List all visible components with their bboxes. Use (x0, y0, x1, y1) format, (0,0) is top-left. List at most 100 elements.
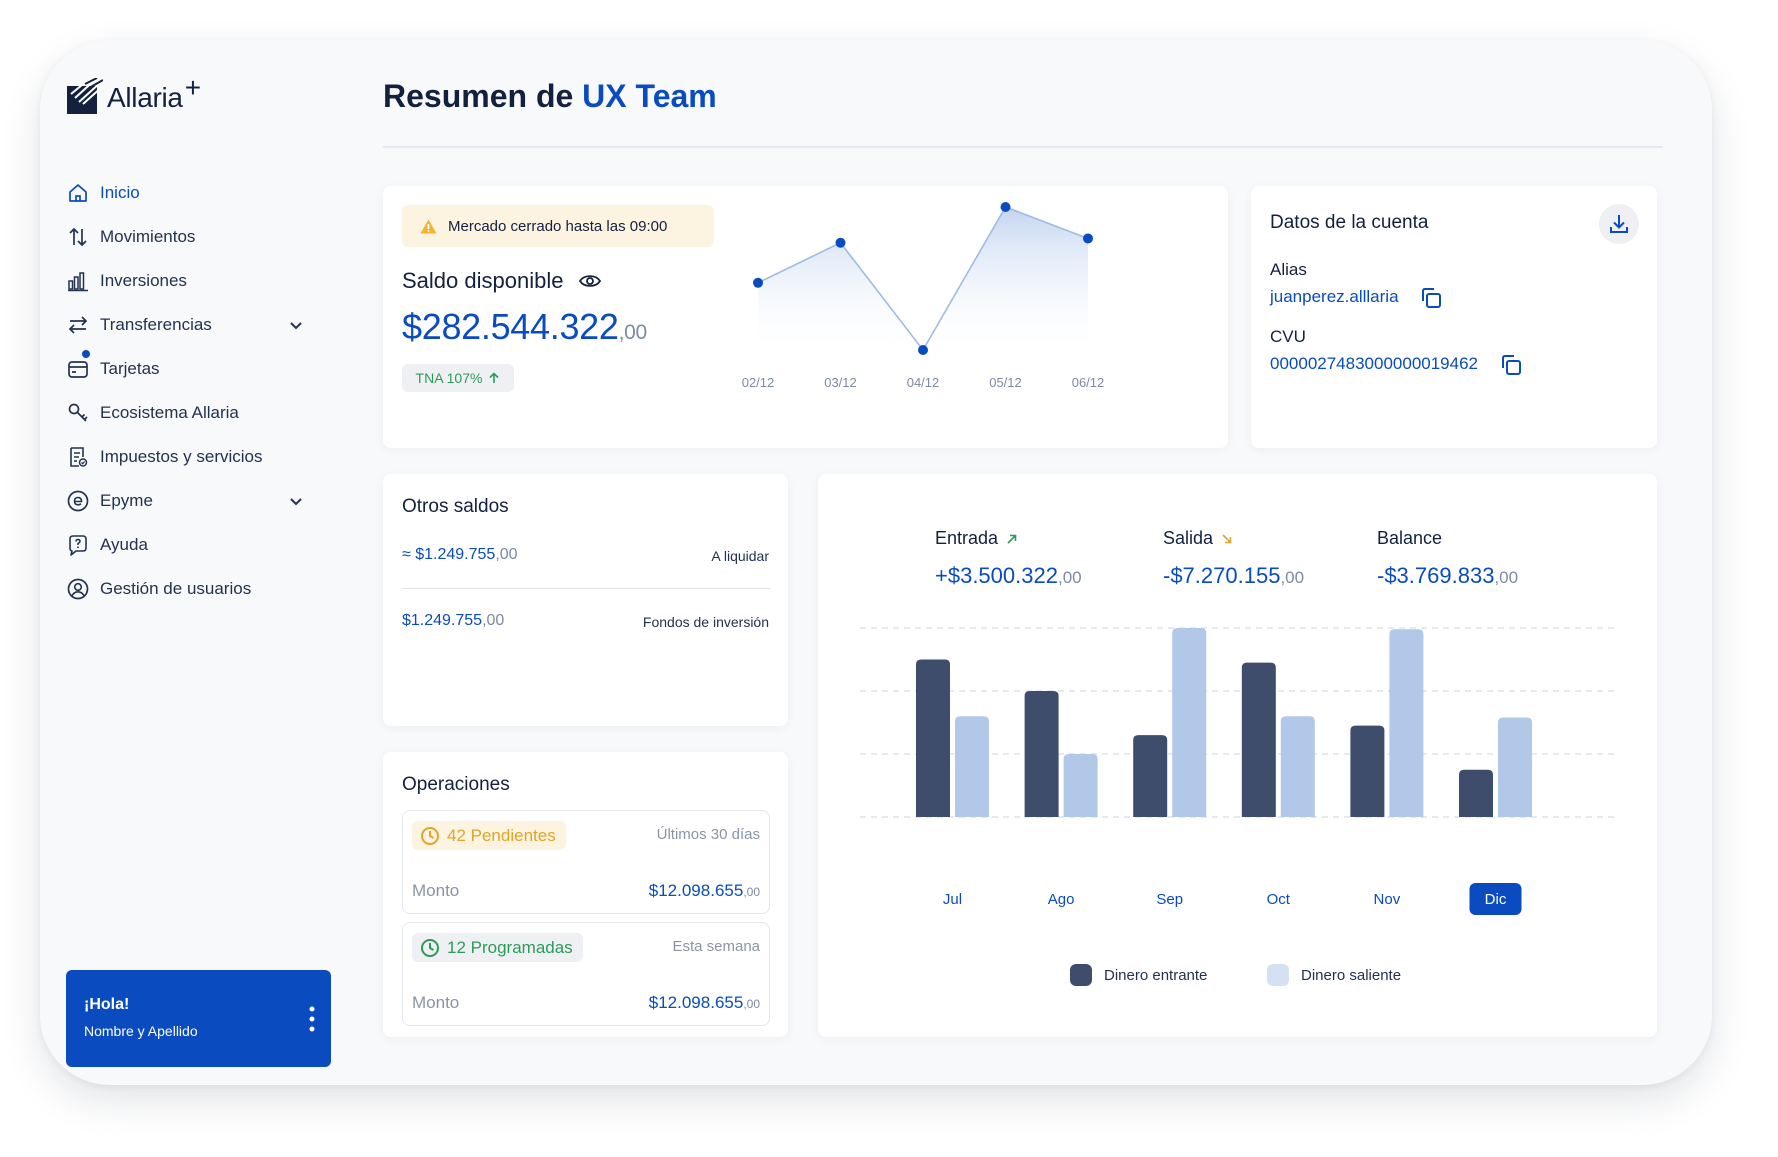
balance-stat-value: -$3.769.833,00 (1377, 563, 1518, 589)
line-chart-tick-label: 03/12 (824, 375, 857, 390)
line-chart-point (835, 237, 846, 248)
operation-amount-main: $12.098.655 (648, 993, 744, 1012)
help-icon (66, 533, 90, 557)
balance-stat-amount: -$3.769.833 (1377, 563, 1495, 588)
bar-chart-tick-label: Ago (1048, 891, 1075, 908)
balance-amount-cents: ,00 (618, 321, 648, 344)
transfer-icon (66, 313, 90, 337)
other-balance-amount-cents: ,00 (482, 612, 505, 629)
brand-logo[interactable]: Allaria + (67, 72, 201, 114)
operation-item-pending[interactable]: 42 Pendientes Últimos 30 días Monto $12.… (402, 810, 770, 914)
sidebar-item-label: Tarjetas (100, 359, 160, 378)
operations-title: Operaciones (402, 774, 510, 795)
balance-line-chart: 02/12 03/12 04/12 05/12 06/12 (742, 202, 1104, 390)
operation-amount-cents: ,00 (743, 885, 760, 899)
sidebar-item-label: Gestión de usuarios (100, 579, 252, 598)
operation-period: Últimos 30 días (656, 826, 760, 843)
download-button[interactable] (1599, 204, 1639, 244)
sidebar-item-ecosistema-allaria[interactable]: Ecosistema Allaria (66, 391, 306, 435)
page-title: Resumen de UX Team (383, 78, 717, 115)
operation-amount-main: $12.098.655 (648, 881, 744, 900)
other-balances-title: Otros saldos (402, 496, 509, 517)
header-divider (383, 146, 1663, 148)
sidebar-item-movimientos[interactable]: Movimientos (66, 215, 306, 259)
other-balances-card: Otros saldos ≈ $1.249.755,00 A liquidar … (383, 474, 788, 726)
bar-out (955, 716, 989, 817)
bar-out (1280, 716, 1315, 817)
sidebar-item-impuestos-y-servicios[interactable]: Impuestos y servicios (66, 435, 306, 479)
line-chart-point (1000, 202, 1011, 212)
salida-stat: Salida -$7.270.155,00 (1163, 528, 1304, 589)
cvu-value: 0000027483000000019462 (1270, 354, 1479, 373)
sidebar-item-inversiones[interactable]: Inversiones (66, 259, 306, 303)
ecosystem-icon (66, 401, 90, 425)
user-card[interactable]: ¡Hola! Nombre y Apellido (66, 970, 331, 1067)
sidebar-item-tarjetas[interactable]: Tarjetas (66, 347, 306, 391)
bar-in (1241, 662, 1276, 817)
sidebar-item-label: Transferencias (100, 315, 212, 334)
account-card: Datos de la cuenta Alias juanperez.allla… (1251, 186, 1657, 448)
bar-chart-tick-label: Sep (1156, 891, 1183, 908)
bar-chart-tick-label: Dic (1485, 891, 1507, 908)
sidebar-item-ayuda[interactable]: Ayuda (66, 523, 306, 567)
line-chart-point (753, 277, 763, 288)
eye-icon[interactable] (579, 273, 602, 289)
balance-title-text: Saldo disponible (402, 268, 564, 293)
line-chart-tick-label: 05/12 (989, 375, 1022, 390)
alias-value: juanperez.alllaria (1270, 287, 1399, 306)
other-balances-divider (402, 588, 770, 589)
balance-stat-cents: ,00 (1494, 568, 1519, 587)
sidebar-item-transferencias[interactable]: Transferencias (66, 303, 306, 347)
legend-out: Dinero saliente (1267, 964, 1401, 986)
card-icon (66, 357, 90, 381)
entrada-label: Entrada (935, 528, 1082, 549)
other-balance-amount-main: $1.249.755 (402, 612, 483, 629)
chevron-down-icon[interactable] (286, 491, 306, 511)
legend-in: Dinero entrante (1070, 964, 1207, 986)
arrow-down-right-icon (1222, 533, 1232, 543)
download-icon (1610, 215, 1628, 233)
chevron-down-icon[interactable] (286, 315, 306, 335)
sidebar-item-label: Ayuda (100, 535, 148, 554)
market-notice-text: Mercado cerrado hasta las 09:00 (448, 217, 668, 235)
operation-amount: $12.098.655,00 (649, 881, 760, 901)
salida-value: -$7.270.155,00 (1163, 563, 1304, 589)
bar-chart-icon (66, 269, 90, 293)
sidebar-item-inicio[interactable]: Inicio (66, 171, 306, 215)
sidebar-item-gestion-de-usuarios[interactable]: Gestión de usuarios (66, 567, 306, 611)
line-chart-point (1083, 233, 1093, 244)
legend-out-swatch (1267, 964, 1289, 986)
receipt-icon (66, 445, 90, 469)
selected-month-pill (1469, 883, 1522, 915)
bar-out (1172, 628, 1207, 817)
bar-out (1498, 717, 1532, 817)
legend-in-swatch (1070, 964, 1092, 986)
operation-amount: $12.098.655,00 (649, 993, 760, 1013)
pending-chip: 42 Pendientes (412, 821, 566, 850)
copy-cvu-icon[interactable] (1499, 353, 1525, 379)
clock-icon (421, 826, 439, 845)
other-balance-amount-main: ≈ $1.249.755 (402, 546, 496, 563)
balance-stat: Balance -$3.769.833,00 (1377, 528, 1518, 589)
entrada-amount: +$3.500.322 (935, 563, 1058, 588)
operation-item-scheduled[interactable]: 12 Programadas Esta semana Monto $12.098… (402, 922, 770, 1026)
bar-out (1063, 754, 1098, 817)
clock-icon (421, 938, 439, 957)
operation-amount-label: Monto (412, 993, 460, 1012)
entrada-stat: Entrada +$3.500.322,00 (935, 528, 1082, 589)
sidebar-item-label: Inversiones (100, 271, 187, 290)
page-title-accent: UX Team (582, 78, 717, 114)
balance-card: Mercado cerrado hasta las 09:00 Saldo di… (383, 186, 1228, 448)
bar-chart-tick-label: Oct (1267, 891, 1291, 908)
user-greeting: ¡Hola! (84, 996, 130, 1013)
salida-label: Salida (1163, 528, 1304, 549)
sidebar-item-epyme[interactable]: Epyme (66, 479, 306, 523)
kebab-menu-icon[interactable] (307, 1004, 317, 1034)
bar-chart-tick-label: Jul (943, 891, 962, 908)
balance-stat-label-text: Balance (1377, 528, 1443, 548)
copy-alias-icon[interactable] (1419, 286, 1445, 312)
line-chart-tick-label: 04/12 (907, 375, 940, 390)
balance-stat-label: Balance (1377, 528, 1518, 549)
arrow-up-icon (489, 372, 500, 383)
sidebar-item-label: Movimientos (100, 227, 196, 246)
